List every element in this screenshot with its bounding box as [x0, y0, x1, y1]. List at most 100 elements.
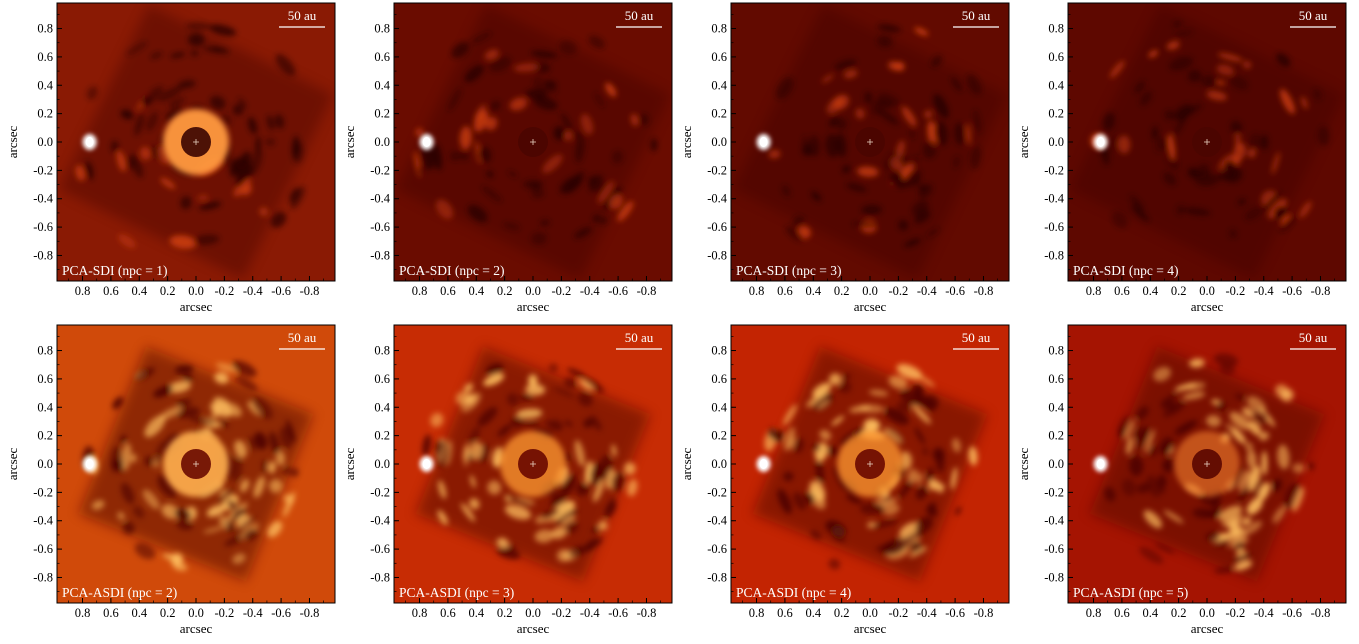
x-tick-label: 0.6 — [440, 284, 456, 298]
y-tick-label: -0.2 — [33, 485, 53, 499]
panel-label: PCA-SDI (npc = 2) — [399, 263, 504, 278]
y-tick-label: 0.6 — [374, 372, 390, 386]
x-tick-label: 0.2 — [497, 284, 513, 298]
y-axis-label: arcsec — [1016, 448, 1031, 481]
y-tick-label: 0.6 — [711, 50, 727, 64]
x-axis-label: arcsec — [517, 621, 550, 636]
x-tick-label: -0.8 — [637, 284, 657, 298]
axes-ticks: 0.8 0.8 0.6 0.6 0.4 0.4 0.2 0.2 0.0 0.0 -0.2 -0.2 -0… — [33, 13, 325, 298]
panel-label: PCA-SDI (npc = 1) — [62, 263, 167, 278]
x-tick-label: 0.4 — [1142, 284, 1158, 298]
speckle-residuals — [82, 360, 299, 571]
y-tick-label: -0.4 — [707, 514, 728, 528]
y-tick-label: -0.2 — [370, 485, 390, 499]
x-tick-label: 0.2 — [834, 284, 850, 298]
x-tick-label: 0.2 — [834, 606, 850, 620]
x-tick-label: -0.4 — [1254, 284, 1275, 298]
x-tick-label: -0.2 — [888, 606, 908, 620]
x-axis-label: arcsec — [1191, 621, 1224, 636]
panel-image — [1068, 325, 1346, 603]
y-tick-label: -0.4 — [370, 514, 391, 528]
panel-3: 0.8 0.8 0.6 0.6 0.4 0.4 0.2 0.2 0.0 0.0 -0.2 -0.2 -0… — [679, 2, 1010, 314]
y-tick-label: 0.8 — [1048, 344, 1064, 358]
x-tick-label: 0.0 — [862, 284, 878, 298]
y-axis-label: arcsec — [5, 448, 20, 481]
y-tick-label: 0.2 — [1048, 429, 1064, 443]
y-tick-label: -0.2 — [370, 163, 390, 177]
companion-core — [422, 459, 431, 469]
star-center-marker — [1204, 139, 1210, 145]
panel-label: PCA-SDI (npc = 4) — [1073, 263, 1178, 278]
panel-6: 0.8 0.8 0.6 0.6 0.4 0.4 0.2 0.2 0.0 0.0 -0.2 -0.2 -0… — [342, 324, 673, 636]
x-tick-label: -0.2 — [1225, 606, 1245, 620]
x-tick-label: -0.4 — [1254, 606, 1275, 620]
x-tick-label: 0.6 — [777, 284, 793, 298]
y-tick-label: 0.6 — [37, 50, 53, 64]
y-tick-label: 0.2 — [1048, 107, 1064, 121]
scale-bar: 50 au — [953, 8, 999, 28]
companion-core — [1096, 459, 1105, 469]
x-tick-label: 0.6 — [1114, 284, 1130, 298]
x-tick-label: -0.2 — [551, 606, 571, 620]
y-tick-label: -0.2 — [707, 163, 727, 177]
x-axis-label: arcsec — [1191, 299, 1224, 314]
star-center-marker — [530, 461, 536, 467]
scale-bar-label: 50 au — [288, 330, 317, 345]
x-tick-label: 0.2 — [160, 284, 176, 298]
scale-bar-label: 50 au — [1299, 8, 1328, 23]
x-tick-label: 0.8 — [1086, 284, 1102, 298]
scale-bar-label: 50 au — [962, 8, 991, 23]
speckle-residuals — [1104, 353, 1315, 574]
x-tick-label: 0.4 — [131, 606, 147, 620]
y-axis-label: arcsec — [342, 448, 357, 481]
y-tick-label: 0.0 — [374, 457, 390, 471]
panel-label: PCA-ASDI (npc = 3) — [399, 585, 514, 600]
star-center-marker — [867, 461, 873, 467]
x-tick-label: 0.0 — [188, 606, 204, 620]
x-tick-label: -0.6 — [1282, 284, 1302, 298]
panel-label: PCA-ASDI (npc = 5) — [1073, 585, 1188, 600]
x-tick-label: 0.0 — [1199, 606, 1215, 620]
x-tick-label: 0.2 — [1171, 284, 1187, 298]
scale-bar: 50 au — [1290, 330, 1336, 350]
y-tick-label: 0.8 — [37, 22, 53, 36]
panel-image — [731, 325, 1009, 603]
y-tick-label: 0.4 — [1048, 78, 1064, 92]
x-tick-label: -0.8 — [1311, 606, 1331, 620]
x-tick-label: 0.0 — [525, 284, 541, 298]
speckle-residuals — [414, 32, 658, 245]
x-tick-label: 0.8 — [75, 284, 91, 298]
x-tick-label: -0.8 — [974, 606, 994, 620]
x-axis-label: arcsec — [180, 621, 213, 636]
scale-bar: 50 au — [279, 8, 325, 28]
y-tick-label: -0.6 — [1044, 220, 1064, 234]
y-tick-label: 0.6 — [374, 50, 390, 64]
x-tick-label: 0.4 — [131, 284, 147, 298]
y-tick-label: 0.8 — [374, 22, 390, 36]
scale-bar: 50 au — [953, 330, 999, 350]
axes-ticks: 0.8 0.8 0.6 0.6 0.4 0.4 0.2 0.2 0.0 0.0 -0.2 -0.2 -0… — [1044, 13, 1336, 298]
star-center-marker — [530, 139, 536, 145]
y-tick-label: 0.0 — [1048, 457, 1064, 471]
y-axis-label: arcsec — [5, 126, 20, 159]
y-tick-label: -0.4 — [33, 192, 54, 206]
x-tick-label: -0.2 — [214, 606, 234, 620]
y-tick-label: 0.4 — [1048, 400, 1064, 414]
y-tick-label: 0.4 — [711, 400, 727, 414]
y-tick-label: 0.4 — [711, 78, 727, 92]
y-tick-label: -0.4 — [33, 514, 54, 528]
y-axis-label: arcsec — [342, 126, 357, 159]
x-tick-label: 0.8 — [412, 606, 428, 620]
y-tick-label: 0.0 — [37, 457, 53, 471]
panel-image — [57, 3, 335, 281]
x-tick-label: -0.4 — [243, 284, 264, 298]
scale-bar: 50 au — [279, 330, 325, 350]
y-tick-label: 0.8 — [711, 22, 727, 36]
panel-4: 0.8 0.8 0.6 0.6 0.4 0.4 0.2 0.2 0.0 0.0 -0.2 -0.2 -0… — [1016, 2, 1347, 314]
star-center-marker — [193, 139, 199, 145]
x-tick-label: -0.2 — [214, 284, 234, 298]
y-tick-label: 0.2 — [711, 107, 727, 121]
scale-bar: 50 au — [616, 330, 662, 350]
y-tick-label: -0.6 — [1044, 542, 1064, 556]
x-tick-label: 0.6 — [1114, 606, 1130, 620]
